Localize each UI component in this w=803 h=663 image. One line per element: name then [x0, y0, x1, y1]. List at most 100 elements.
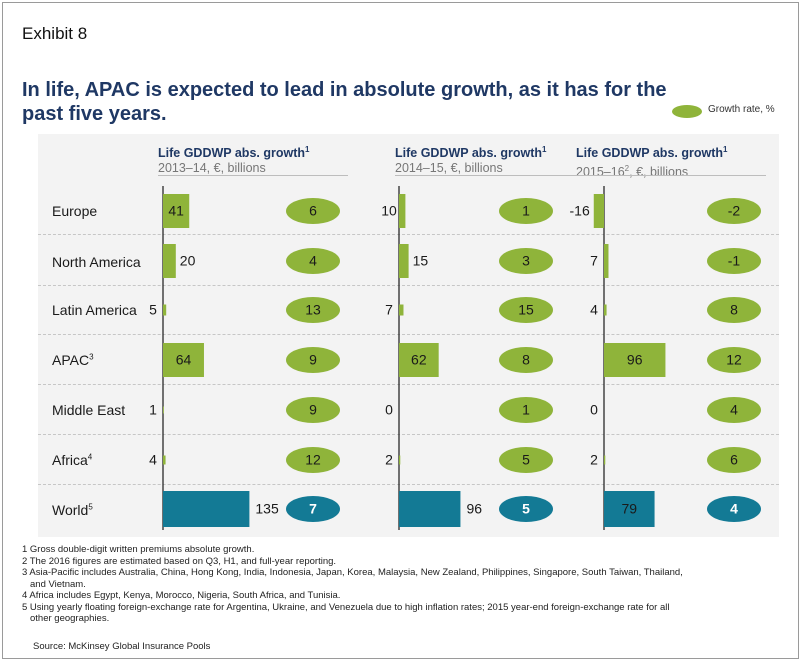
growth-rate-label: 4 — [730, 501, 738, 517]
growth-rate-bubble — [286, 496, 340, 522]
growth-rate-label: 9 — [309, 402, 317, 418]
bar — [399, 343, 439, 377]
growth-rate-label: 1 — [522, 402, 530, 418]
footnote: 5 Using yearly floating foreign-exchange… — [22, 601, 670, 613]
row-label-europe: Europe — [52, 203, 98, 219]
growth-rate-bubble — [707, 248, 761, 274]
growth-rate-bubble — [499, 447, 553, 473]
bar — [399, 244, 409, 278]
footnote: 2 The 2016 figures are estimated based o… — [22, 555, 337, 567]
column-header-rule — [395, 175, 585, 176]
growth-rate-label: 12 — [726, 352, 742, 368]
bar — [399, 491, 461, 527]
bar-value-label: 1 — [149, 402, 157, 418]
growth-rate-bubble — [286, 198, 340, 224]
column-header-2015-16: Life GDDWP abs. growth1 2015–162, €, bil… — [576, 142, 766, 180]
bar-value-label: 0 — [385, 402, 393, 418]
bar — [399, 304, 404, 316]
bar-value-label: 64 — [176, 352, 192, 368]
growth-rate-bubble — [286, 297, 340, 323]
bar — [604, 244, 609, 278]
bar-value-label: 0 — [590, 402, 598, 418]
row-divider — [38, 434, 779, 435]
row-label-latin-america: Latin America — [52, 302, 137, 318]
legend-growth-label: Growth rate, % — [708, 104, 775, 115]
growth-rate-label: 8 — [730, 302, 738, 318]
row-divider — [38, 334, 779, 335]
footnote: and Vietnam. — [30, 578, 86, 590]
bar — [593, 194, 604, 228]
bar — [604, 343, 666, 377]
bar — [604, 304, 607, 316]
bar — [163, 406, 164, 414]
bar — [163, 343, 204, 377]
growth-rate-bubble — [286, 248, 340, 274]
growth-rate-label: 5 — [522, 501, 530, 517]
row-label-world: World5 — [52, 502, 93, 518]
growth-rate-label: 6 — [309, 203, 317, 219]
growth-rate-label: 15 — [518, 302, 534, 318]
column-header-2013-14: Life GDDWP abs. growth1 2013–14, €, bill… — [158, 142, 348, 176]
footnote: 4 Africa includes Egypt, Kenya, Morocco,… — [22, 590, 341, 601]
growth-rate-label: -1 — [728, 253, 741, 269]
row-label-north-america: North America — [52, 254, 141, 270]
growth-rate-bubble — [499, 347, 553, 373]
bar-value-label: 2 — [385, 452, 393, 468]
growth-rate-bubble — [707, 447, 761, 473]
bar — [163, 194, 190, 228]
bar-value-label: 10 — [381, 203, 397, 219]
bar — [399, 194, 406, 228]
growth-rate-bubble — [499, 496, 553, 522]
growth-rate-label: 5 — [522, 452, 530, 468]
growth-rate-label: 4 — [309, 253, 317, 269]
row-label-middle-east: Middle East — [52, 402, 126, 418]
bar — [163, 491, 250, 527]
row-divider — [38, 285, 779, 286]
row-label-africa: Africa4 — [52, 452, 93, 468]
bar-value-label: 79 — [621, 501, 637, 517]
bar — [163, 455, 166, 465]
bar-value-label: 4 — [149, 452, 157, 468]
legend-growth-swatch — [672, 105, 702, 118]
growth-rate-label: 13 — [305, 302, 321, 318]
bar-value-label: -16 — [570, 203, 590, 219]
growth-rate-bubble — [499, 248, 553, 274]
row-divider — [38, 234, 779, 235]
growth-rate-label: 7 — [309, 501, 317, 517]
bar — [604, 455, 606, 465]
bar-value-label: 96 — [466, 501, 482, 517]
bar-value-label: 15 — [413, 253, 429, 269]
bar-value-label: 135 — [255, 501, 279, 517]
column-header-rule — [576, 175, 766, 176]
growth-rate-label: 12 — [305, 452, 321, 468]
growth-rate-label: 3 — [522, 253, 530, 269]
footnotes: 1 Gross double-digit written premiums ab… — [22, 544, 792, 625]
row-divider — [38, 484, 779, 485]
bar-value-label: 62 — [411, 352, 427, 368]
growth-rate-bubble — [707, 198, 761, 224]
headline: In life, APAC is expected to lead in abs… — [22, 79, 667, 125]
bar-value-label: 4 — [590, 302, 598, 318]
bar-value-label: 5 — [149, 302, 157, 318]
bar — [163, 244, 176, 278]
growth-rate-bubble — [707, 347, 761, 373]
growth-rate-bubble — [286, 447, 340, 473]
growth-rate-bubble — [707, 297, 761, 323]
growth-rate-bubble — [707, 496, 761, 522]
bar — [399, 455, 401, 465]
bar — [163, 304, 167, 316]
growth-rate-bubble — [499, 198, 553, 224]
row-label-apac: APAC3 — [52, 352, 94, 368]
chart-panel — [38, 134, 779, 537]
growth-rate-bubble — [499, 297, 553, 323]
footnote: 3 Asia-Pacific includes Australia, China… — [22, 567, 683, 578]
footnote: other geographies. — [30, 613, 110, 624]
growth-rate-label: 8 — [522, 352, 530, 368]
column-header-2014-15: Life GDDWP abs. growth1 2014–15, €, bill… — [395, 142, 585, 176]
growth-rate-bubble — [286, 347, 340, 373]
growth-rate-label: 1 — [522, 203, 530, 219]
growth-rate-bubble — [499, 397, 553, 423]
footnote: 1 Gross double-digit written premiums ab… — [22, 544, 255, 555]
